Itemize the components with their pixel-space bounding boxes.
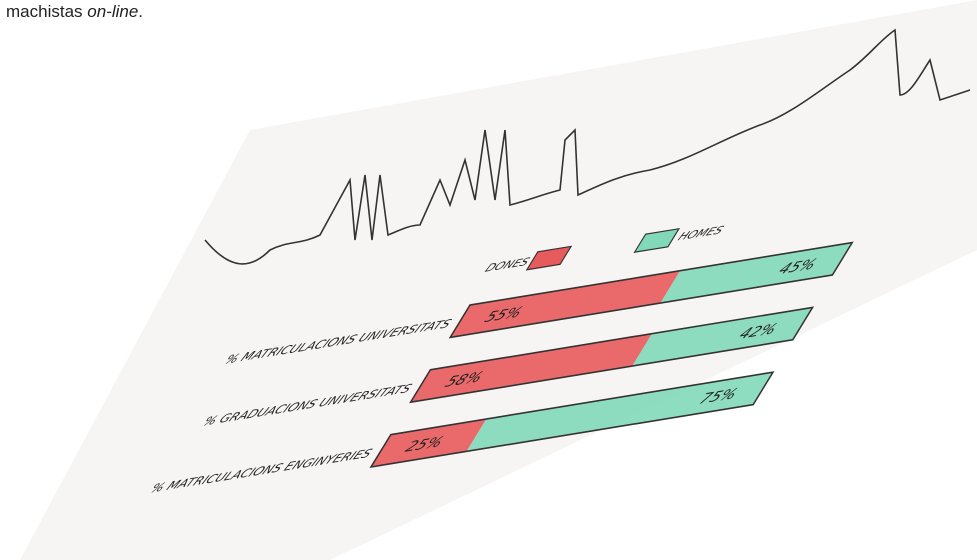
sketch-skyline (204, 28, 971, 265)
value-label: 45% (775, 255, 820, 277)
value-label: 55% (481, 303, 526, 325)
bar-outline (409, 306, 815, 404)
value-label: 75% (696, 385, 741, 407)
bar-segment (410, 333, 653, 403)
caption: machistas on-line. (6, 2, 143, 22)
legend-swatch (525, 245, 573, 271)
legend-swatch (633, 227, 681, 253)
bar-segment (632, 307, 813, 367)
bar-segment (450, 270, 681, 338)
value-label: 58% (442, 368, 487, 390)
caption-end: . (138, 2, 144, 21)
bar-segment (466, 372, 774, 452)
value-label: 25% (402, 433, 447, 455)
value-label: 42% (736, 320, 781, 342)
caption-text: machistas (6, 2, 88, 21)
bar-segment (660, 242, 853, 304)
bar-outline (448, 241, 854, 339)
paper (20, 0, 977, 560)
bar-outline (369, 371, 775, 469)
bar-segment (370, 419, 487, 468)
caption-emphasis: on-line (87, 2, 139, 21)
